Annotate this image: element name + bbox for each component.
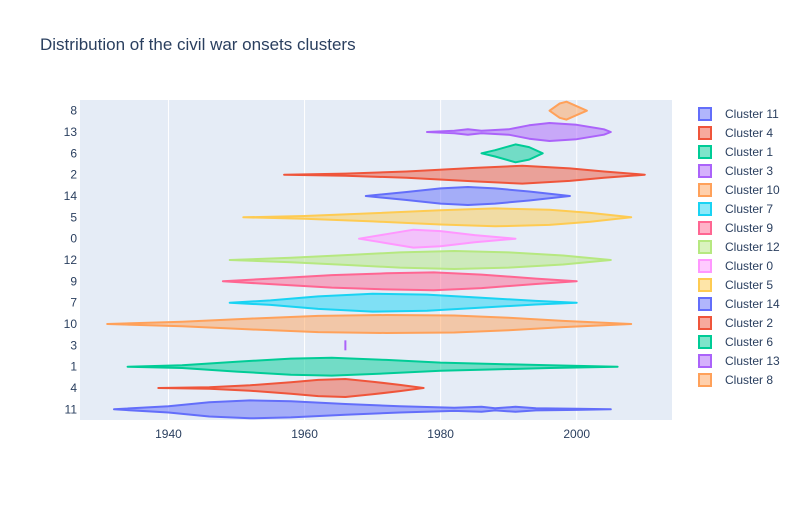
y-tick-label: 5 — [70, 210, 77, 224]
violin-7 — [228, 292, 578, 313]
legend-swatch — [698, 164, 712, 178]
legend-swatch — [698, 202, 712, 216]
legend-label: Cluster 13 — [725, 354, 780, 368]
x-tick-label: 1980 — [427, 427, 454, 441]
legend-item[interactable]: Cluster 8 — [698, 373, 773, 387]
legend-label: Cluster 2 — [725, 316, 773, 330]
violin-6 — [480, 143, 544, 164]
legend-swatch — [698, 240, 712, 254]
legend-item[interactable]: Cluster 6 — [698, 335, 773, 349]
legend-swatch — [698, 259, 712, 273]
legend-item[interactable]: Cluster 13 — [698, 354, 780, 368]
legend-swatch — [698, 107, 712, 121]
legend-item[interactable]: Cluster 2 — [698, 316, 773, 330]
legend-swatch — [698, 373, 712, 387]
legend-swatch — [698, 126, 712, 140]
x-axis-ticks: 1940 1960 1980 2000 — [155, 427, 590, 441]
legend-label: Cluster 11 — [725, 107, 779, 121]
violin-5 — [242, 207, 633, 228]
violin-12 — [228, 250, 612, 270]
legend-item[interactable]: Cluster 7 — [698, 202, 773, 216]
legend-label: Cluster 8 — [725, 373, 773, 387]
legend-label: Cluster 5 — [725, 278, 773, 292]
legend-item[interactable]: Cluster 4 — [698, 126, 773, 140]
legend-swatch — [698, 316, 712, 330]
violin-13 — [426, 122, 612, 142]
legend-swatch — [698, 221, 712, 235]
violin-8 — [548, 100, 588, 121]
y-tick-label: 11 — [65, 402, 78, 416]
x-tick-label: 1940 — [155, 427, 182, 441]
legend-label: Cluster 1 — [725, 145, 773, 159]
violin-1 — [126, 356, 619, 377]
chart-title: Distribution of the civil war onsets clu… — [40, 35, 356, 54]
y-tick-label: 8 — [70, 104, 77, 118]
x-tick-label: 1960 — [291, 427, 318, 441]
y-tick-label: 4 — [70, 381, 77, 395]
y-tick-label: 3 — [70, 338, 77, 352]
legend-item[interactable]: Cluster 3 — [698, 164, 773, 178]
violin-2 — [283, 164, 646, 185]
legend-item[interactable]: Cluster 11 — [698, 107, 779, 121]
y-tick-label: 14 — [64, 189, 78, 203]
legend-swatch — [698, 183, 712, 197]
legend-label: Cluster 12 — [725, 240, 780, 254]
violin-4 — [157, 378, 425, 398]
violin-10 — [106, 314, 633, 334]
violins — [106, 100, 646, 420]
y-tick-label: 2 — [70, 168, 77, 182]
y-tick-label: 1 — [70, 360, 77, 374]
legend-label: Cluster 7 — [725, 202, 773, 216]
violin-0 — [358, 228, 517, 249]
legend-label: Cluster 4 — [725, 126, 773, 140]
y-tick-label: 7 — [70, 296, 77, 310]
legend-swatch — [698, 278, 712, 292]
legend-item[interactable]: Cluster 9 — [698, 221, 773, 235]
y-tick-label: 12 — [64, 253, 78, 267]
legend-label: Cluster 14 — [725, 297, 780, 311]
legend-swatch — [698, 297, 712, 311]
legend-label: Cluster 10 — [725, 183, 780, 197]
legend-item[interactable]: Cluster 1 — [698, 145, 773, 159]
legend-item[interactable]: Cluster 10 — [698, 183, 780, 197]
violin-14 — [364, 186, 571, 206]
legend-swatch — [698, 354, 712, 368]
y-tick-label: 0 — [70, 232, 77, 246]
x-tick-label: 2000 — [563, 427, 590, 441]
y-tick-label: 6 — [70, 146, 77, 160]
legend-label: Cluster 6 — [725, 335, 773, 349]
legend-label: Cluster 9 — [725, 221, 773, 235]
legend-swatch — [698, 145, 712, 159]
legend[interactable]: Cluster 11 Cluster 4 Cluster 1 Cluster 3 Clu… — [698, 107, 780, 387]
legend-label: Cluster 0 — [725, 259, 773, 273]
legend-item[interactable]: Cluster 5 — [698, 278, 773, 292]
violin-11 — [113, 399, 612, 420]
legend-item[interactable]: Cluster 0 — [698, 259, 773, 273]
legend-item[interactable]: Cluster 14 — [698, 297, 780, 311]
violin-9 — [221, 271, 578, 292]
legend-item[interactable]: Cluster 12 — [698, 240, 780, 254]
y-tick-label: 10 — [64, 317, 78, 331]
y-tick-label: 13 — [64, 125, 78, 139]
legend-swatch — [698, 335, 712, 349]
y-tick-label: 9 — [70, 274, 77, 288]
legend-label: Cluster 3 — [725, 164, 773, 178]
